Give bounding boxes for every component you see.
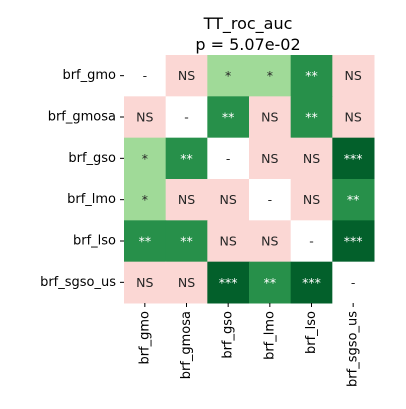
heatmap-cell — [165, 96, 208, 139]
heatmap-cell-label: NS — [303, 151, 320, 166]
heatmap-cell-label: *** — [344, 151, 363, 166]
heatmap-cell-label: *** — [302, 275, 321, 290]
column-tick-label: brf_lmo — [262, 311, 277, 360]
row-labels: brf_gmo brf_gmosa brf_gso brf_lmo brf_lsobrf… — [40, 68, 124, 290]
heatmap-cell — [165, 179, 208, 221]
chart-subtitle: p = 5.07e-02 — [195, 35, 300, 54]
heatmap-cell — [249, 137, 292, 180]
heatmap-cell — [332, 55, 375, 97]
heatmap-cell — [124, 55, 167, 97]
column-tick-label: brf_gso — [221, 311, 236, 359]
heatmap-cell-label: *** — [219, 275, 238, 290]
heatmap-cell-label: NS — [178, 275, 195, 290]
heatmap-cell-label: * — [225, 68, 231, 83]
column-tick-label: brf_lso — [304, 311, 319, 354]
heatmap-cell-label: - — [351, 275, 356, 290]
heatmap-cell-label: NS — [178, 68, 195, 83]
row-tick-label: brf_gmo — [62, 68, 116, 83]
heatmap-cell — [290, 261, 333, 304]
heatmap-cell-label: *** — [344, 234, 363, 249]
heatmap-cell — [207, 137, 250, 180]
heatmap-cell — [290, 137, 333, 180]
column-tick-label: brf_gmosa — [179, 311, 194, 379]
heatmap-cell-label: - — [309, 234, 314, 249]
heatmap-cell — [165, 261, 208, 304]
heatmap-cell-label: * — [142, 192, 148, 207]
heatmap-cell-label: NS — [303, 192, 320, 207]
heatmap-cell-label: NS — [136, 110, 153, 125]
heatmap-cell — [332, 137, 375, 180]
heatmap-cell — [124, 137, 167, 180]
row-tick-label: brf_gmosa — [48, 110, 116, 125]
heatmap-cell — [249, 261, 292, 304]
heatmap-cell — [290, 220, 333, 263]
heatmap-cell-label: ** — [264, 275, 277, 290]
heatmap-cell-label: * — [267, 68, 273, 83]
heatmap-cell — [124, 220, 167, 263]
heatmap-cell — [165, 137, 208, 180]
heatmap-cell-label: - — [268, 192, 273, 207]
heatmap-cell-label: NS — [261, 110, 278, 125]
heatmap-cell-label: ** — [139, 234, 152, 249]
heatmap-cell — [249, 220, 292, 263]
heatmap-cell-label: ** — [180, 234, 193, 249]
heatmap-cell-label: NS — [178, 192, 195, 207]
heatmap-cell-label: ** — [180, 151, 193, 166]
heatmap-cell-label: - — [143, 68, 148, 83]
column-labels: brf_gmo brf_gmosa brf_gso brf_lmo brf_lso brf… — [137, 303, 361, 387]
heatmap-cell — [207, 96, 250, 139]
heatmap-cell — [165, 220, 208, 263]
heatmap-cell-label: ** — [222, 110, 235, 125]
heatmap-cell — [249, 96, 292, 139]
heatmap-cell — [207, 55, 250, 97]
heatmap-cell — [332, 220, 375, 263]
heatmap-cell — [124, 179, 167, 221]
heatmap-cell-label: NS — [136, 275, 153, 290]
heatmap-cell-label: ** — [305, 68, 318, 83]
row-tick-label: brf_gso — [68, 151, 116, 166]
heatmap-cell — [290, 179, 333, 221]
row-tick-label: brf_lso — [73, 234, 116, 249]
heatmap-cell — [249, 55, 292, 97]
heatmap-cell-label: * — [142, 151, 148, 166]
heatmap-cell-label: NS — [261, 234, 278, 249]
heatmap-cell-label: NS — [220, 192, 237, 207]
chart-title: TT_roc_auc — [203, 14, 293, 34]
heatmap-cell — [124, 261, 167, 304]
heatmap-cell — [290, 55, 333, 97]
heatmap-cell — [332, 96, 375, 139]
heatmap-cell-label: - — [226, 151, 231, 166]
heatmap-cell — [124, 96, 167, 139]
heatmap-cell-label: NS — [345, 110, 362, 125]
heatmap-cell — [332, 261, 375, 304]
column-tick-label: brf_sgso_us — [346, 311, 361, 387]
heatmap-cell-label: - — [184, 110, 189, 125]
row-tick-label: brf_lmo — [67, 192, 116, 207]
heatmap-cell-label: NS — [345, 68, 362, 83]
heatmap-cell — [165, 55, 208, 97]
heatmap-cell — [207, 261, 250, 304]
heatmap-cell — [207, 220, 250, 263]
heatmap-cell — [207, 179, 250, 221]
heatmap-cell — [332, 179, 375, 221]
heatmap-cell — [290, 96, 333, 139]
heatmap-cell-label: ** — [305, 110, 318, 125]
heatmap-cell-label: NS — [220, 234, 237, 249]
heatmap-cell — [249, 179, 292, 221]
column-tick-label: brf_gmo — [137, 311, 152, 365]
heatmap-cell-label: ** — [347, 192, 360, 207]
row-tick-label: brf_sgso_us — [40, 275, 116, 290]
heatmap-cell-label: NS — [261, 151, 278, 166]
